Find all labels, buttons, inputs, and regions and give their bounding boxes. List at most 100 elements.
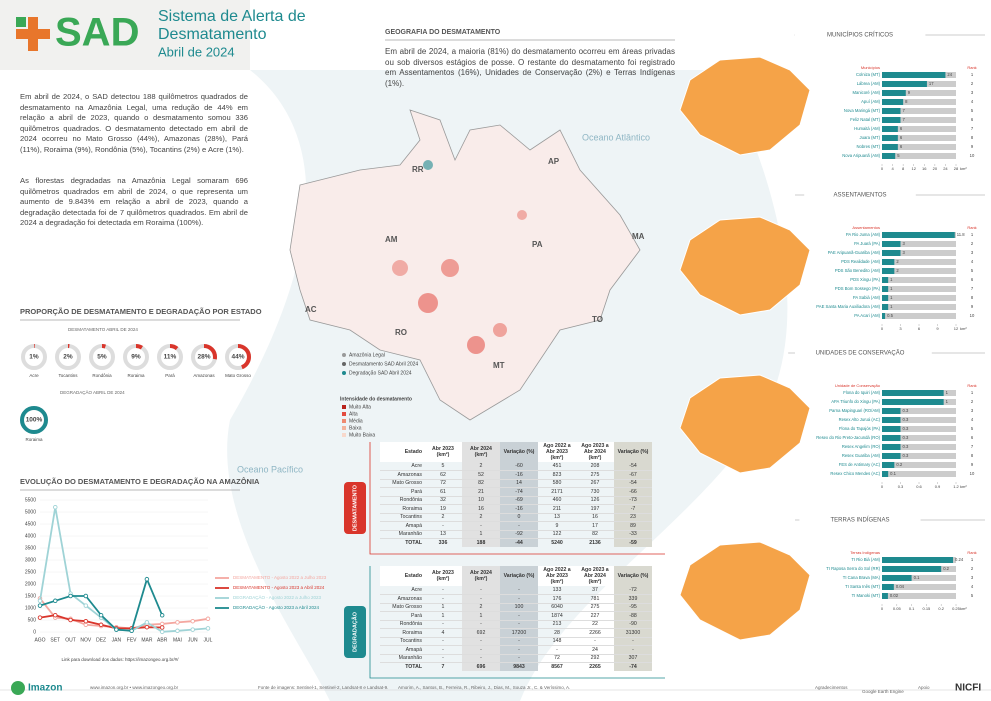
- x-tick-label: 0: [881, 606, 884, 611]
- rank: 3: [971, 575, 974, 580]
- table-row: Amazonas - - -176 781 339: [380, 594, 652, 604]
- cell: -92: [500, 530, 538, 539]
- cell: 17: [576, 521, 614, 531]
- bar-value: 0.2: [896, 462, 902, 467]
- label: Rank: [967, 383, 976, 388]
- rank-name: APA Triunfo do Xingu (PA): [831, 399, 880, 404]
- cell: -16: [500, 504, 538, 514]
- x-tick-label: SET: [50, 637, 60, 643]
- table-badge: [344, 606, 366, 658]
- state-label: MA: [632, 232, 645, 241]
- legend-symbol: [342, 353, 346, 357]
- rank: 5: [971, 593, 974, 598]
- cell: 13: [538, 513, 576, 522]
- rank-name: Flona do Tapajós (PA): [839, 426, 881, 431]
- cell: 275: [576, 470, 614, 480]
- rank: 8: [971, 295, 974, 300]
- rank-name: Feliz Natal (MT): [850, 117, 880, 122]
- cell: -: [424, 637, 462, 646]
- footer-logo: [11, 681, 25, 695]
- header-cell: Abr 2023 (km²): [424, 566, 462, 586]
- table-row: Amazonas 62 52 -16 823 275 -67: [380, 470, 652, 480]
- state-label: PA: [532, 240, 543, 249]
- cell: 28: [538, 628, 576, 638]
- table-badge-label: DESMATAMENTO: [352, 484, 358, 531]
- rank: 7: [971, 126, 974, 131]
- point: [129, 628, 134, 634]
- legend-swatch: [342, 419, 346, 423]
- bar-track: [882, 593, 956, 599]
- x-tick-label: 0.15: [923, 606, 932, 611]
- header-cell: Estado: [380, 566, 424, 586]
- donut-state: Amazonas: [193, 373, 215, 378]
- bar-value: 1: [890, 304, 893, 309]
- x-tick-label: 0.1: [909, 606, 915, 611]
- table-row: Estado Abr 2023 (km²) Abr 2024 (km²) Variaç…: [380, 442, 652, 462]
- bar-value: 0.1: [914, 575, 920, 580]
- title: Sistema de Alerta de: [158, 8, 306, 25]
- cell: 21: [462, 487, 500, 497]
- bar-value: 1: [890, 295, 893, 300]
- hotspot: [517, 210, 527, 220]
- bar: [882, 304, 889, 310]
- cell: 2171: [538, 487, 576, 497]
- cell: -54: [614, 479, 652, 488]
- cell: 14: [500, 479, 538, 488]
- header-cell: Ago 2023 a Abr 2024 (km²): [576, 566, 614, 586]
- x-tick-label: 9: [936, 326, 939, 331]
- x-tick-label: 0: [881, 166, 884, 171]
- cell: 32: [424, 496, 462, 505]
- rank: 4: [971, 584, 974, 589]
- cell: 1874: [538, 611, 576, 621]
- cell: -: [500, 594, 538, 604]
- bar: [882, 99, 904, 105]
- cell: -: [500, 586, 538, 595]
- donut-arc: [89, 344, 115, 370]
- mini-map: [679, 216, 811, 316]
- y-tick-label: 5500: [25, 497, 36, 503]
- cell: Tocantins: [380, 637, 424, 646]
- cell: -: [462, 654, 500, 663]
- header-cell: Abr 2024 (km²): [462, 442, 500, 462]
- bar-value: 17: [929, 81, 934, 86]
- x-tick-label: 24: [943, 166, 948, 171]
- cell: Tocantins: [380, 513, 424, 522]
- cell: 580: [538, 479, 576, 488]
- rank: 1: [971, 390, 974, 395]
- table-row: Pará 1 1-1874 227 -88: [380, 611, 652, 621]
- footer-brand: Imazon: [28, 683, 62, 694]
- point: [205, 626, 211, 631]
- header-cell: Ago 2022 a Abr 2023 (km²): [538, 566, 576, 586]
- bar: [882, 390, 944, 396]
- y-tick-label: 4000: [25, 533, 36, 539]
- point: [190, 618, 195, 624]
- cell: -: [424, 654, 462, 663]
- bar-track: [882, 117, 956, 123]
- bar-value: 0.3: [903, 453, 909, 458]
- label: DEGRADAÇÃO ABRIL DE 2024: [60, 389, 125, 395]
- y-tick-label: 500: [28, 617, 37, 623]
- cell: -: [462, 620, 500, 629]
- bar-track: [882, 144, 956, 150]
- cell: -67: [614, 470, 652, 480]
- rank-name: TI Cana Brava (MA): [843, 575, 881, 580]
- point: [159, 621, 165, 627]
- bar: [882, 250, 901, 256]
- cell: Rondônia: [380, 620, 424, 629]
- rank-name: Humaitá (AM): [854, 126, 880, 131]
- rank-name: Colniza (MT): [856, 72, 881, 77]
- logo-cross: [16, 29, 50, 39]
- bar-track: [882, 313, 956, 319]
- point: [98, 622, 104, 628]
- x-tick-label: 0: [881, 326, 884, 331]
- x-tick-label: 28: [954, 166, 959, 171]
- state-label: TO: [592, 315, 603, 324]
- rank: 9: [971, 304, 974, 309]
- bar-value: 24: [947, 72, 952, 77]
- rank: 4: [971, 259, 974, 264]
- table-row: Pará 61 21 -74 2171 730 -66: [380, 487, 652, 497]
- y-tick-label: 1500: [25, 593, 36, 599]
- donut-label: 100%: [26, 417, 43, 424]
- point: [68, 617, 73, 623]
- cell: Amapá: [380, 645, 424, 655]
